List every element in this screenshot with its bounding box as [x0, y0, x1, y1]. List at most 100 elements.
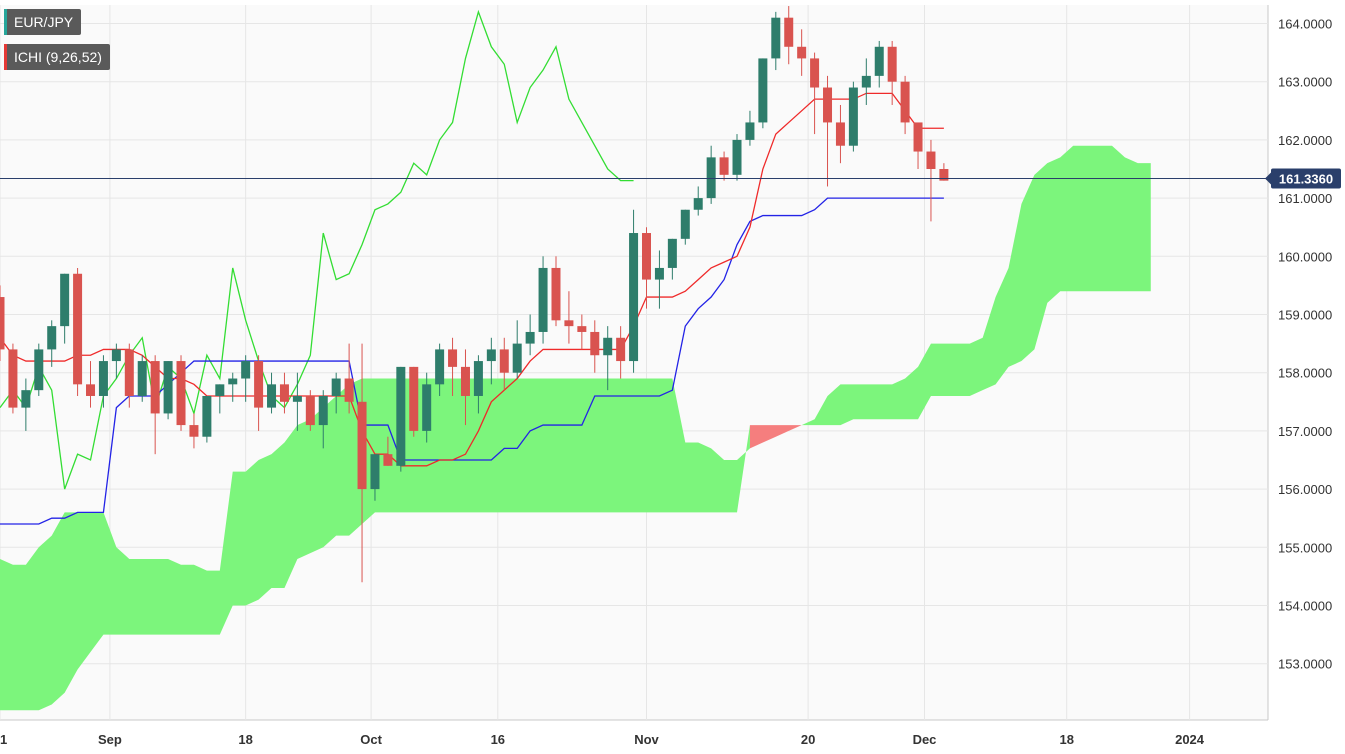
candle-bearish — [835, 122, 845, 146]
price-tag-arrow — [1265, 172, 1271, 185]
candle-bullish — [706, 157, 716, 199]
legend-indicator-swatch — [4, 44, 7, 70]
candle-bullish — [848, 87, 858, 146]
candle-bearish — [926, 151, 936, 169]
candle-bearish — [797, 46, 807, 59]
candle-bullish — [60, 273, 70, 327]
candle-bullish — [654, 267, 664, 280]
current-price-line: 161.3360 — [0, 168, 1341, 189]
ichimoku-cloud — [0, 145, 1151, 711]
candle-bullish — [396, 366, 406, 466]
candle-bullish — [47, 326, 57, 350]
x-tick-label: 16 — [491, 732, 505, 747]
legend-instrument[interactable]: EUR/JPY — [4, 9, 82, 35]
y-tick-label: 160.0000 — [1278, 249, 1332, 264]
candle-bearish — [86, 384, 96, 396]
candle-bearish — [823, 87, 833, 123]
candle-bearish — [642, 233, 651, 280]
legend-indicator-label: ICHI (9,26,52) — [14, 49, 102, 65]
candle-bullish — [732, 139, 742, 175]
x-axis[interactable]: 21 Sep 18 Oct 16 Nov 20 Dec 18 2024 — [0, 732, 1205, 747]
candle-bullish — [215, 384, 225, 396]
candle-bearish — [383, 454, 393, 466]
candle-bearish — [150, 361, 160, 414]
candle-bearish — [719, 157, 729, 175]
candle-bearish — [913, 122, 923, 152]
y-tick-label: 159.0000 — [1278, 308, 1332, 323]
x-tick-label: Sep — [98, 732, 122, 747]
candle-bearish — [810, 58, 820, 88]
candle-bullish — [370, 454, 380, 490]
candle-bullish — [874, 46, 884, 76]
y-tick-label: 157.0000 — [1278, 424, 1332, 439]
candle-bullish — [680, 209, 690, 239]
cloud-bearish — [749, 425, 802, 449]
candle-bearish — [176, 361, 186, 426]
x-tick-label: 18 — [238, 732, 252, 747]
cloud-bullish — [801, 145, 1151, 426]
candle-bullish — [667, 238, 677, 268]
y-tick-label: 158.0000 — [1278, 366, 1332, 381]
y-tick-label: 161.0000 — [1278, 191, 1332, 206]
y-tick-label: 162.0000 — [1278, 133, 1332, 148]
candle-bullish — [486, 349, 496, 362]
legend-indicator[interactable]: ICHI (9,26,52) — [4, 44, 110, 70]
candle-bearish — [254, 361, 264, 408]
candle-bearish — [784, 17, 794, 47]
y-tick-label: 154.0000 — [1278, 599, 1332, 614]
candle-bullish — [538, 267, 548, 332]
candle-bearish — [448, 349, 458, 367]
candle-bullish — [21, 390, 31, 408]
y-tick-label: 153.0000 — [1278, 657, 1332, 672]
x-tick-label: Dec — [913, 732, 937, 747]
y-axis[interactable]: 164.0000 163.0000 162.0000 161.0000 160.0000… — [1278, 17, 1332, 672]
candle-bullish — [629, 233, 639, 362]
y-tick-label: 164.0000 — [1278, 17, 1332, 32]
candle-bearish — [577, 326, 587, 332]
candle-bullish — [435, 349, 445, 385]
x-tick-label: Nov — [634, 732, 659, 747]
price-tag — [1271, 168, 1341, 189]
candle-bearish — [357, 401, 367, 490]
candle-bullish — [422, 384, 432, 431]
candle-bullish — [473, 361, 483, 396]
candle-bearish — [305, 395, 315, 426]
candle-bullish — [693, 198, 703, 210]
candle-bearish — [939, 169, 949, 181]
candle-bullish — [745, 122, 755, 140]
candle-bearish — [279, 384, 289, 402]
candle-bullish — [331, 378, 341, 396]
x-tick-label: Oct — [360, 732, 382, 747]
candle-bullish — [34, 349, 44, 391]
candle-bullish — [137, 361, 147, 396]
candle-bullish — [228, 378, 238, 385]
candle-bullish — [202, 395, 212, 437]
candle-bearish — [189, 425, 199, 437]
y-tick-label: 156.0000 — [1278, 482, 1332, 497]
y-tick-label: 155.0000 — [1278, 540, 1332, 555]
candle-bullish — [758, 58, 768, 123]
candle-bearish — [0, 297, 5, 350]
price-tag-label: 161.3360 — [1279, 172, 1333, 187]
candle-bullish — [98, 361, 108, 396]
legend-instrument-swatch — [4, 9, 7, 35]
candle-bearish — [124, 349, 134, 396]
candle-bullish — [318, 395, 328, 426]
x-tick-label: 2024 — [1175, 732, 1205, 747]
candle-bullish — [512, 343, 522, 373]
candle-bullish — [111, 349, 121, 362]
candle-bullish — [861, 75, 871, 88]
candlesticks[interactable] — [0, 6, 949, 583]
candle-bearish — [564, 320, 574, 327]
candle-bearish — [344, 378, 354, 402]
candle-bullish — [525, 331, 535, 344]
candle-bearish — [616, 337, 626, 362]
candle-bearish — [590, 331, 600, 356]
candle-bearish — [887, 46, 897, 82]
candle-bearish — [460, 366, 470, 396]
candle-bullish — [771, 17, 781, 59]
candle-bearish — [73, 273, 83, 385]
candle-bearish — [900, 81, 910, 123]
